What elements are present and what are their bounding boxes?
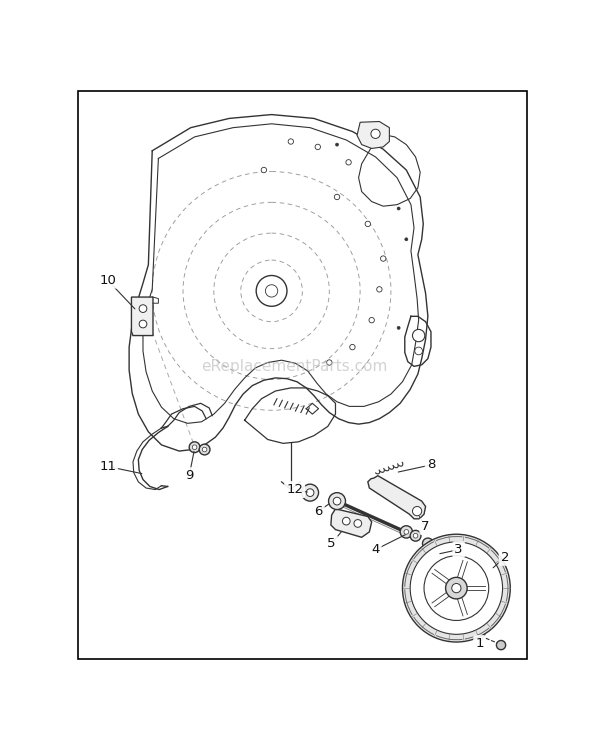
Circle shape <box>306 489 314 496</box>
Circle shape <box>365 221 371 227</box>
Circle shape <box>350 345 355 350</box>
Circle shape <box>496 640 506 649</box>
Polygon shape <box>368 476 425 519</box>
Text: eReplacementParts.com: eReplacementParts.com <box>202 359 388 374</box>
Text: 5: 5 <box>327 537 336 550</box>
Circle shape <box>315 144 320 149</box>
Text: 8: 8 <box>427 458 435 471</box>
Circle shape <box>256 276 287 306</box>
Text: 7: 7 <box>421 520 430 533</box>
Circle shape <box>301 484 319 501</box>
Circle shape <box>422 538 433 549</box>
Circle shape <box>139 305 147 313</box>
Circle shape <box>445 577 467 599</box>
Circle shape <box>336 143 339 146</box>
Circle shape <box>397 207 400 210</box>
Circle shape <box>452 583 461 593</box>
Text: 3: 3 <box>454 543 463 556</box>
Circle shape <box>376 287 382 292</box>
Text: 9: 9 <box>185 469 194 482</box>
Circle shape <box>402 534 510 642</box>
Circle shape <box>405 238 408 241</box>
Circle shape <box>327 360 332 366</box>
Circle shape <box>202 447 207 452</box>
Polygon shape <box>132 297 153 336</box>
Circle shape <box>192 445 197 450</box>
Polygon shape <box>331 509 372 537</box>
Circle shape <box>266 285 278 297</box>
Circle shape <box>329 493 346 510</box>
Circle shape <box>189 442 200 452</box>
Circle shape <box>354 519 362 528</box>
Text: 6: 6 <box>314 504 323 518</box>
Circle shape <box>397 326 400 329</box>
Circle shape <box>412 329 425 342</box>
Polygon shape <box>357 122 389 149</box>
Circle shape <box>415 347 422 355</box>
Circle shape <box>333 497 341 505</box>
Circle shape <box>139 320 147 328</box>
Text: 1: 1 <box>475 637 484 650</box>
Circle shape <box>410 542 503 635</box>
Text: 11: 11 <box>99 460 116 473</box>
Text: 2: 2 <box>501 551 509 564</box>
Circle shape <box>335 194 340 200</box>
Circle shape <box>371 129 380 138</box>
Circle shape <box>342 517 350 525</box>
Circle shape <box>424 556 489 620</box>
Circle shape <box>288 139 293 144</box>
Circle shape <box>412 507 422 516</box>
Text: 10: 10 <box>99 273 116 287</box>
Circle shape <box>346 160 351 165</box>
Text: 4: 4 <box>371 543 380 556</box>
Circle shape <box>369 317 375 323</box>
Circle shape <box>400 526 412 538</box>
Circle shape <box>404 530 409 534</box>
Circle shape <box>199 444 210 455</box>
Text: 12: 12 <box>286 483 303 496</box>
Circle shape <box>413 533 418 538</box>
Circle shape <box>381 256 386 262</box>
Circle shape <box>261 167 267 172</box>
Circle shape <box>410 531 421 541</box>
